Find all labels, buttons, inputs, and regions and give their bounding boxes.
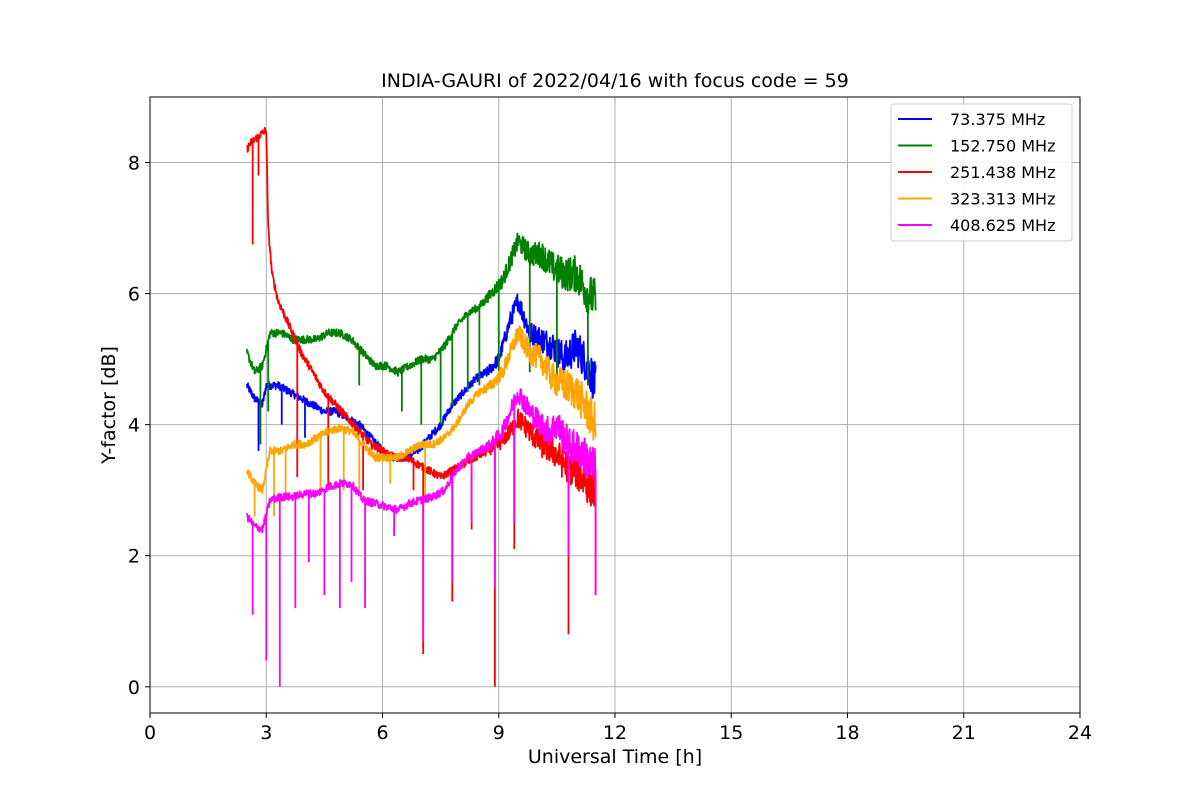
x-tick-label: 21	[952, 722, 976, 744]
series-line-4	[246, 388, 597, 687]
chart-title: INDIA-GAURI of 2022/04/16 with focus cod…	[381, 70, 849, 92]
y-tick-label: 2	[128, 546, 140, 568]
x-tick-label: 3	[260, 722, 272, 744]
x-tick-label: 18	[835, 722, 859, 744]
series-line-1	[245, 232, 597, 445]
x-tick-label: 6	[376, 722, 388, 744]
x-axis-label: Universal Time [h]	[528, 746, 702, 768]
y-tick-label: 6	[128, 284, 140, 306]
x-tick-label: 15	[719, 722, 743, 744]
x-tick-label: 0	[144, 722, 156, 744]
legend-label: 408.625 MHz	[950, 216, 1055, 235]
y-tick-label: 8	[128, 153, 140, 175]
legend-label: 323.313 MHz	[950, 190, 1055, 209]
y-axis-label: Y-factor [dB]	[98, 346, 120, 465]
plot-series	[245, 127, 597, 687]
legend: 73.375 MHz 152.750 MHz 251.438 MHz 323.313 …	[890, 103, 1073, 242]
x-tick-label: 9	[493, 722, 505, 744]
y-tick-label: 4	[128, 415, 140, 437]
legend-box	[890, 103, 1073, 242]
x-tick-label: 24	[1068, 722, 1092, 744]
y-tick-label: 0	[128, 677, 140, 699]
legend-label: 152.750 MHz	[950, 137, 1055, 156]
series-line-0	[245, 293, 597, 463]
series-line-3	[246, 325, 597, 517]
legend-label: 73.375 MHz	[950, 110, 1045, 129]
legend-label: 251.438 MHz	[950, 163, 1055, 182]
x-tick-label: 12	[603, 722, 627, 744]
